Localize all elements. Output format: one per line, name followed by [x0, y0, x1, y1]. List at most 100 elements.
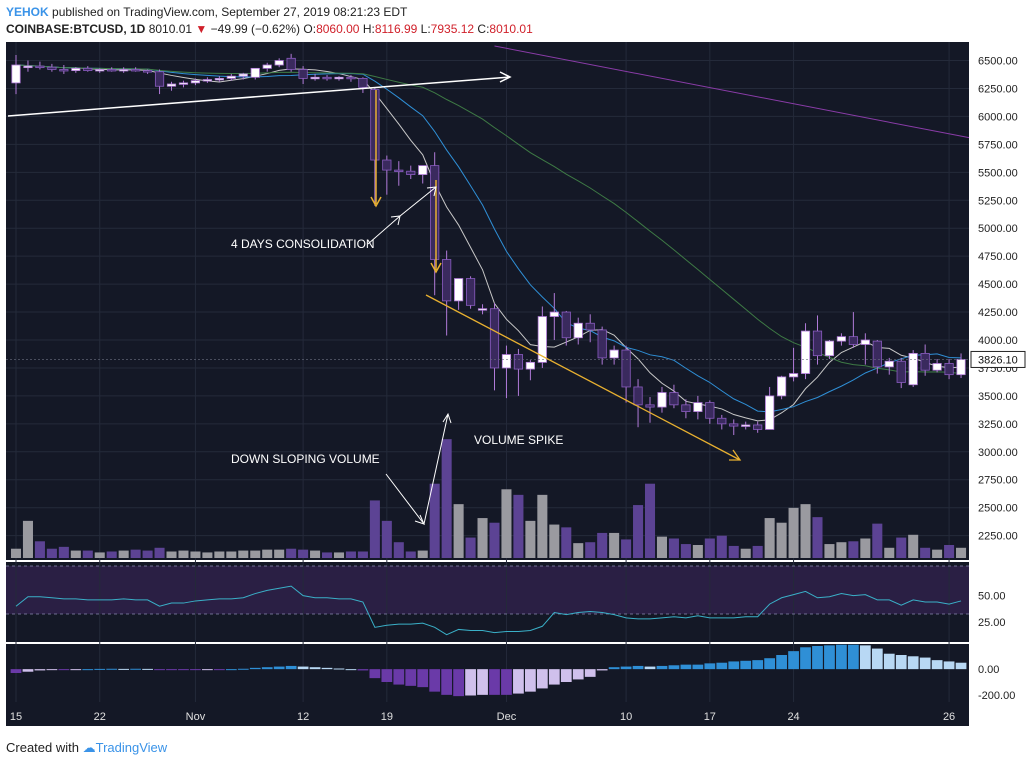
volume-bar	[633, 505, 644, 558]
volume-bar	[764, 518, 775, 558]
candle-body	[370, 89, 380, 161]
time-tick-label: Dec	[497, 711, 517, 723]
volume-bar	[262, 549, 273, 558]
candle-body	[262, 64, 272, 69]
candle-body	[166, 83, 177, 87]
price-chart[interactable]: 4 DAYS CONSOLIDATION VOLUME SPIKE DOWN S…	[0, 42, 1032, 736]
macd-bar	[656, 665, 668, 670]
candle-body	[645, 404, 655, 408]
candle-body	[836, 336, 846, 342]
macd-bar	[58, 669, 70, 671]
volume-bar	[441, 439, 452, 558]
candle-body	[418, 165, 428, 175]
price-tick-label: 3500.00	[978, 391, 1018, 403]
volume-bar	[82, 550, 93, 558]
candle-body	[525, 361, 535, 370]
publish-text: published on TradingView.com, September …	[52, 5, 408, 19]
time-tick-label: 10	[620, 711, 632, 723]
volume-bar	[932, 549, 943, 558]
volume-bar	[34, 541, 45, 558]
candle-body	[920, 353, 930, 371]
price-tick-label: 5000.00	[978, 223, 1018, 235]
macd-bar	[584, 669, 596, 677]
volume-bar	[190, 551, 201, 558]
candle-body	[47, 66, 57, 70]
volume-arrowhead-2-icon	[442, 412, 452, 424]
symbol-info: COINBASE:BTCUSD, 1D 8010.01 ▼ −49.99 (−0…	[6, 22, 533, 36]
macd-bar	[345, 669, 357, 671]
candle-body	[657, 392, 667, 408]
candle-body	[286, 57, 296, 70]
volume-bar	[250, 550, 261, 558]
candle-body	[59, 69, 69, 72]
candle-body	[824, 340, 835, 357]
candle-body	[226, 75, 236, 79]
volume-bar	[884, 547, 895, 558]
volume-bar	[740, 548, 751, 558]
candle-body	[143, 70, 153, 73]
macd-bar	[202, 669, 213, 671]
author-name[interactable]: YEHOK	[6, 5, 49, 19]
volume-bar	[214, 551, 225, 558]
tradingview-logo-icon[interactable]: ☁	[82, 740, 96, 755]
main-pane-bg	[6, 42, 969, 560]
drop-arrowhead-2-icon	[430, 262, 442, 274]
candle-body	[633, 386, 643, 406]
macd-bar	[572, 669, 584, 680]
volume-bar	[274, 549, 285, 558]
candle-body	[549, 311, 559, 317]
macd-bar	[321, 667, 333, 670]
macd-bar	[883, 653, 895, 670]
price-tick-label: 2500.00	[978, 503, 1018, 515]
volume-bar	[70, 550, 81, 558]
candle-body	[753, 424, 763, 430]
macd-bar	[118, 668, 130, 670]
volume-bar	[597, 532, 608, 558]
macd-bar	[632, 665, 644, 670]
macd-bar	[477, 669, 488, 695]
macd-bar	[943, 661, 955, 670]
volume-bar	[716, 535, 727, 558]
price-tick-label: 5500.00	[978, 167, 1018, 179]
consolidation-arrowhead-2-icon	[426, 186, 437, 197]
candle-body	[35, 65, 45, 69]
rsi-tick-label: 50.00	[978, 591, 1006, 603]
macd-bar	[919, 657, 931, 670]
volume-bar	[896, 537, 907, 558]
price-axis-bg	[969, 42, 1026, 726]
candle-body	[800, 330, 811, 374]
volume-bar	[752, 545, 763, 558]
macd-bar	[22, 669, 34, 672]
price-tick-label: 4500.00	[978, 279, 1018, 291]
candle-body	[465, 278, 476, 306]
price-tick-label: 5750.00	[978, 139, 1018, 151]
candle-body	[669, 392, 679, 406]
sma-line-6	[15, 64, 962, 422]
macd-bar	[740, 660, 752, 670]
last-price: 8010.01	[148, 22, 193, 36]
macd-bar	[501, 669, 512, 695]
macd-bar	[847, 644, 859, 670]
candle-body	[382, 159, 392, 171]
macd-bar	[70, 669, 82, 671]
candle-body	[131, 69, 141, 72]
macd-bar	[249, 667, 261, 670]
macd-bar	[213, 669, 225, 671]
macd-bar	[225, 669, 237, 671]
volume-bar	[286, 548, 297, 558]
macd-histogram	[10, 644, 967, 697]
high-value: 8116.99	[374, 22, 418, 36]
last-price-badge	[970, 350, 1026, 368]
macd-bar	[166, 669, 177, 671]
price-change: −49.99 (−0.62%)	[210, 22, 301, 36]
macd-bar	[859, 645, 871, 670]
macd-bar	[668, 665, 680, 670]
candle-body	[717, 417, 727, 425]
tradingview-link[interactable]: TradingView	[95, 740, 168, 755]
volume-bar	[692, 545, 703, 558]
candle-body	[872, 340, 882, 368]
candle-body	[765, 395, 775, 430]
candle-body	[83, 67, 93, 71]
macd-bar	[46, 669, 58, 671]
macd-tick-label: 0.00	[978, 664, 999, 676]
